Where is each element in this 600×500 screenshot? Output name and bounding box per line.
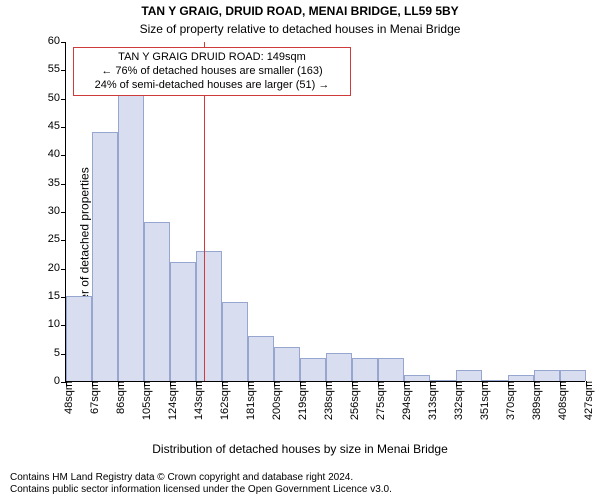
histogram-bar xyxy=(404,375,430,381)
histogram-bar xyxy=(92,132,118,381)
histogram-bar xyxy=(66,296,92,381)
x-tick-label: 181sqm xyxy=(239,381,257,420)
chart-subtitle: Size of property relative to detached ho… xyxy=(0,22,600,36)
x-tick-label: 294sqm xyxy=(395,381,413,420)
y-tick-label: 20 xyxy=(48,262,66,274)
annotation-line: TAN Y GRAIG DRUID ROAD: 149sqm xyxy=(80,51,344,65)
y-tick-label: 45 xyxy=(48,120,66,132)
x-tick-label: 143sqm xyxy=(187,381,205,420)
x-tick-label: 313sqm xyxy=(421,381,439,420)
x-tick-label: 162sqm xyxy=(213,381,231,420)
x-axis-label: Distribution of detached houses by size … xyxy=(0,442,600,456)
x-tick-label: 219sqm xyxy=(291,381,309,420)
x-tick-label: 256sqm xyxy=(343,381,361,420)
histogram-bar xyxy=(378,358,404,381)
histogram-bar xyxy=(560,370,586,381)
x-tick-label: 200sqm xyxy=(265,381,283,420)
x-tick-label: 408sqm xyxy=(551,381,569,420)
x-tick-label: 48sqm xyxy=(57,381,75,414)
annotation-box: TAN Y GRAIG DRUID ROAD: 149sqm← 76% of d… xyxy=(73,47,351,96)
x-tick-label: 370sqm xyxy=(499,381,517,420)
histogram-bar xyxy=(170,262,196,381)
x-tick-label: 124sqm xyxy=(161,381,179,420)
histogram-bar xyxy=(534,370,560,381)
x-tick-label: 67sqm xyxy=(83,381,101,414)
histogram-bar xyxy=(222,302,248,381)
histogram-bar xyxy=(456,370,482,381)
histogram-bar xyxy=(326,353,352,381)
y-tick-label: 25 xyxy=(48,233,66,245)
histogram-bar xyxy=(352,358,378,381)
annotation-line: 24% of semi-detached houses are larger (… xyxy=(80,79,344,93)
y-tick-label: 5 xyxy=(54,347,66,359)
histogram-bar xyxy=(300,358,326,381)
chart-container: TAN Y GRAIG, DRUID ROAD, MENAI BRIDGE, L… xyxy=(0,0,600,500)
chart-title: TAN Y GRAIG, DRUID ROAD, MENAI BRIDGE, L… xyxy=(0,4,600,18)
x-tick-label: 389sqm xyxy=(525,381,543,420)
histogram-bar xyxy=(118,69,144,381)
x-tick-label: 427sqm xyxy=(577,381,595,420)
x-tick-label: 86sqm xyxy=(109,381,127,414)
x-tick-label: 238sqm xyxy=(317,381,335,420)
histogram-bar xyxy=(274,347,300,381)
histogram-bar xyxy=(482,380,508,381)
y-tick-label: 15 xyxy=(48,290,66,302)
y-tick-label: 10 xyxy=(48,318,66,330)
x-tick-label: 351sqm xyxy=(473,381,491,420)
annotation-line: ← 76% of detached houses are smaller (16… xyxy=(80,65,344,79)
x-tick-label: 105sqm xyxy=(135,381,153,420)
histogram-bar xyxy=(430,380,456,381)
footer-line-1: Contains HM Land Registry data © Crown c… xyxy=(10,472,392,484)
footer-line-2: Contains public sector information licen… xyxy=(10,484,392,496)
y-tick-label: 30 xyxy=(48,205,66,217)
x-tick-label: 275sqm xyxy=(369,381,387,420)
y-tick-label: 60 xyxy=(48,35,66,47)
y-tick-label: 40 xyxy=(48,148,66,160)
histogram-bar xyxy=(248,336,274,381)
y-tick-label: 55 xyxy=(48,63,66,75)
histogram-bar xyxy=(508,375,534,381)
y-tick-label: 35 xyxy=(48,177,66,189)
x-tick-label: 332sqm xyxy=(447,381,465,420)
histogram-bar xyxy=(144,222,170,381)
footer: Contains HM Land Registry data © Crown c… xyxy=(10,472,392,496)
histogram-bar xyxy=(196,251,222,381)
y-tick-label: 50 xyxy=(48,92,66,104)
